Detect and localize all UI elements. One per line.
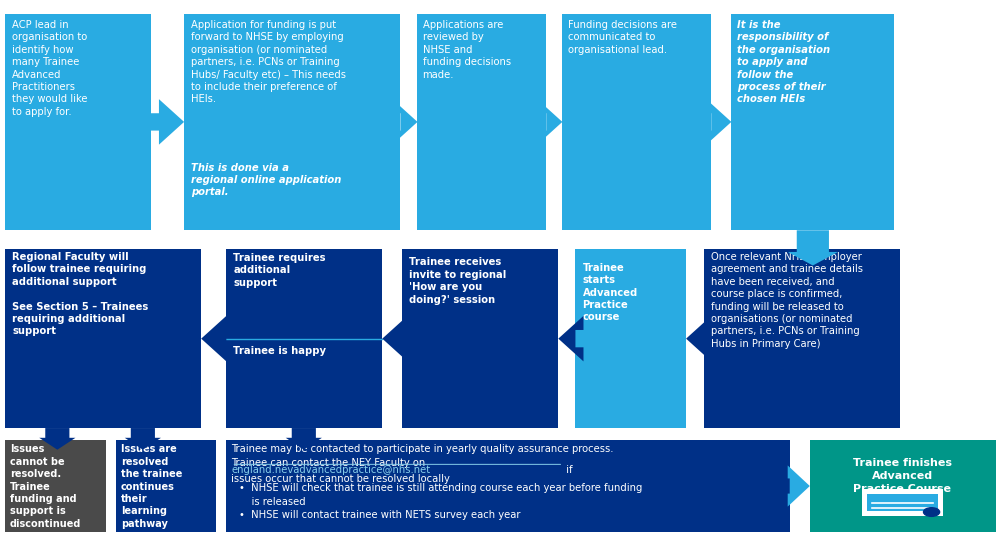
Bar (226, 440, 790, 532)
Polygon shape (125, 428, 161, 450)
Polygon shape (201, 316, 226, 361)
Polygon shape (788, 230, 838, 266)
Text: •  NHSE will check that trainee is still attending course each year before fundi: • NHSE will check that trainee is still … (239, 483, 643, 520)
Bar (417, 14, 546, 230)
Text: Regional Faculty will
follow trainee requiring
additional support

See Section 5: Regional Faculty will follow trainee req… (12, 252, 148, 337)
Polygon shape (558, 316, 583, 361)
Bar (184, 14, 400, 230)
Bar (402, 249, 558, 428)
Text: Trainee requires
additional
support: Trainee requires additional support (233, 253, 326, 288)
Bar (575, 249, 686, 428)
Text: ACP lead in
organisation to
identify how
many Trainee
Advanced
Practitioners
the: ACP lead in organisation to identify how… (12, 20, 88, 117)
Bar (5, 249, 201, 428)
Bar (867, 494, 938, 512)
Text: Application for funding is put
forward to NHSE by employing
organisation (or nom: Application for funding is put forward t… (191, 20, 346, 104)
Bar (5, 440, 106, 532)
Bar (116, 440, 216, 532)
Bar (862, 489, 943, 516)
Text: issues occur that cannot be resolved locally: issues occur that cannot be resolved loc… (231, 474, 451, 483)
Text: Issues are
resolved
the trainee
continues
their
learning
pathway: Issues are resolved the trainee continue… (121, 444, 182, 529)
Circle shape (924, 508, 940, 516)
Polygon shape (39, 428, 75, 450)
Text: Trainee is happy: Trainee is happy (233, 346, 326, 356)
Polygon shape (151, 99, 184, 145)
Polygon shape (686, 316, 711, 361)
Polygon shape (382, 316, 407, 361)
Bar (562, 14, 711, 230)
Text: Issues
cannot be
resolved.
Trainee
funding and
support is
discontinued: Issues cannot be resolved. Trainee fundi… (10, 444, 81, 529)
Text: Trainee receives
invite to regional
'How are you
doing?' session: Trainee receives invite to regional 'How… (409, 257, 507, 305)
Polygon shape (788, 465, 810, 507)
Text: Applications are
reviewed by
NHSE and
funding decisions
made.: Applications are reviewed by NHSE and fu… (423, 20, 511, 80)
Polygon shape (537, 99, 562, 145)
Text: if: if (563, 465, 573, 475)
Bar (810, 440, 996, 532)
Polygon shape (392, 99, 417, 145)
Text: Funding decisions are
communicated to
organisational lead.: Funding decisions are communicated to or… (568, 20, 677, 55)
Bar (226, 249, 382, 428)
Text: england.nevadvancedpractice@nhs.net: england.nevadvancedpractice@nhs.net (231, 465, 431, 475)
Text: It is the
responsibility of
the organisation
to apply and
follow the
process of : It is the responsibility of the organisa… (737, 20, 831, 104)
Text: Once relevant NHSE employer
agreement and trainee details
have been received, an: Once relevant NHSE employer agreement an… (711, 252, 863, 349)
Bar (704, 249, 900, 428)
Bar (5, 14, 151, 230)
Text: Trainee finishes
Advanced
Practice Course: Trainee finishes Advanced Practice Cours… (853, 458, 952, 494)
Text: Trainee may be contacted to participate in yearly quality assurance process.
Tra: Trainee may be contacted to participate … (231, 444, 614, 468)
Polygon shape (286, 428, 322, 450)
Bar (731, 14, 894, 230)
Text: This is done via a
regional online application
portal.: This is done via a regional online appli… (191, 163, 341, 197)
Polygon shape (706, 99, 731, 145)
Text: Trainee
starts
Advanced
Practice
course: Trainee starts Advanced Practice course (582, 263, 638, 322)
